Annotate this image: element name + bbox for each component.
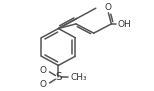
Text: O: O — [105, 3, 112, 12]
Text: O: O — [40, 66, 47, 75]
Text: OH: OH — [117, 20, 131, 29]
Text: O: O — [40, 80, 47, 89]
Text: S: S — [55, 72, 62, 82]
Text: CH₃: CH₃ — [70, 73, 87, 82]
